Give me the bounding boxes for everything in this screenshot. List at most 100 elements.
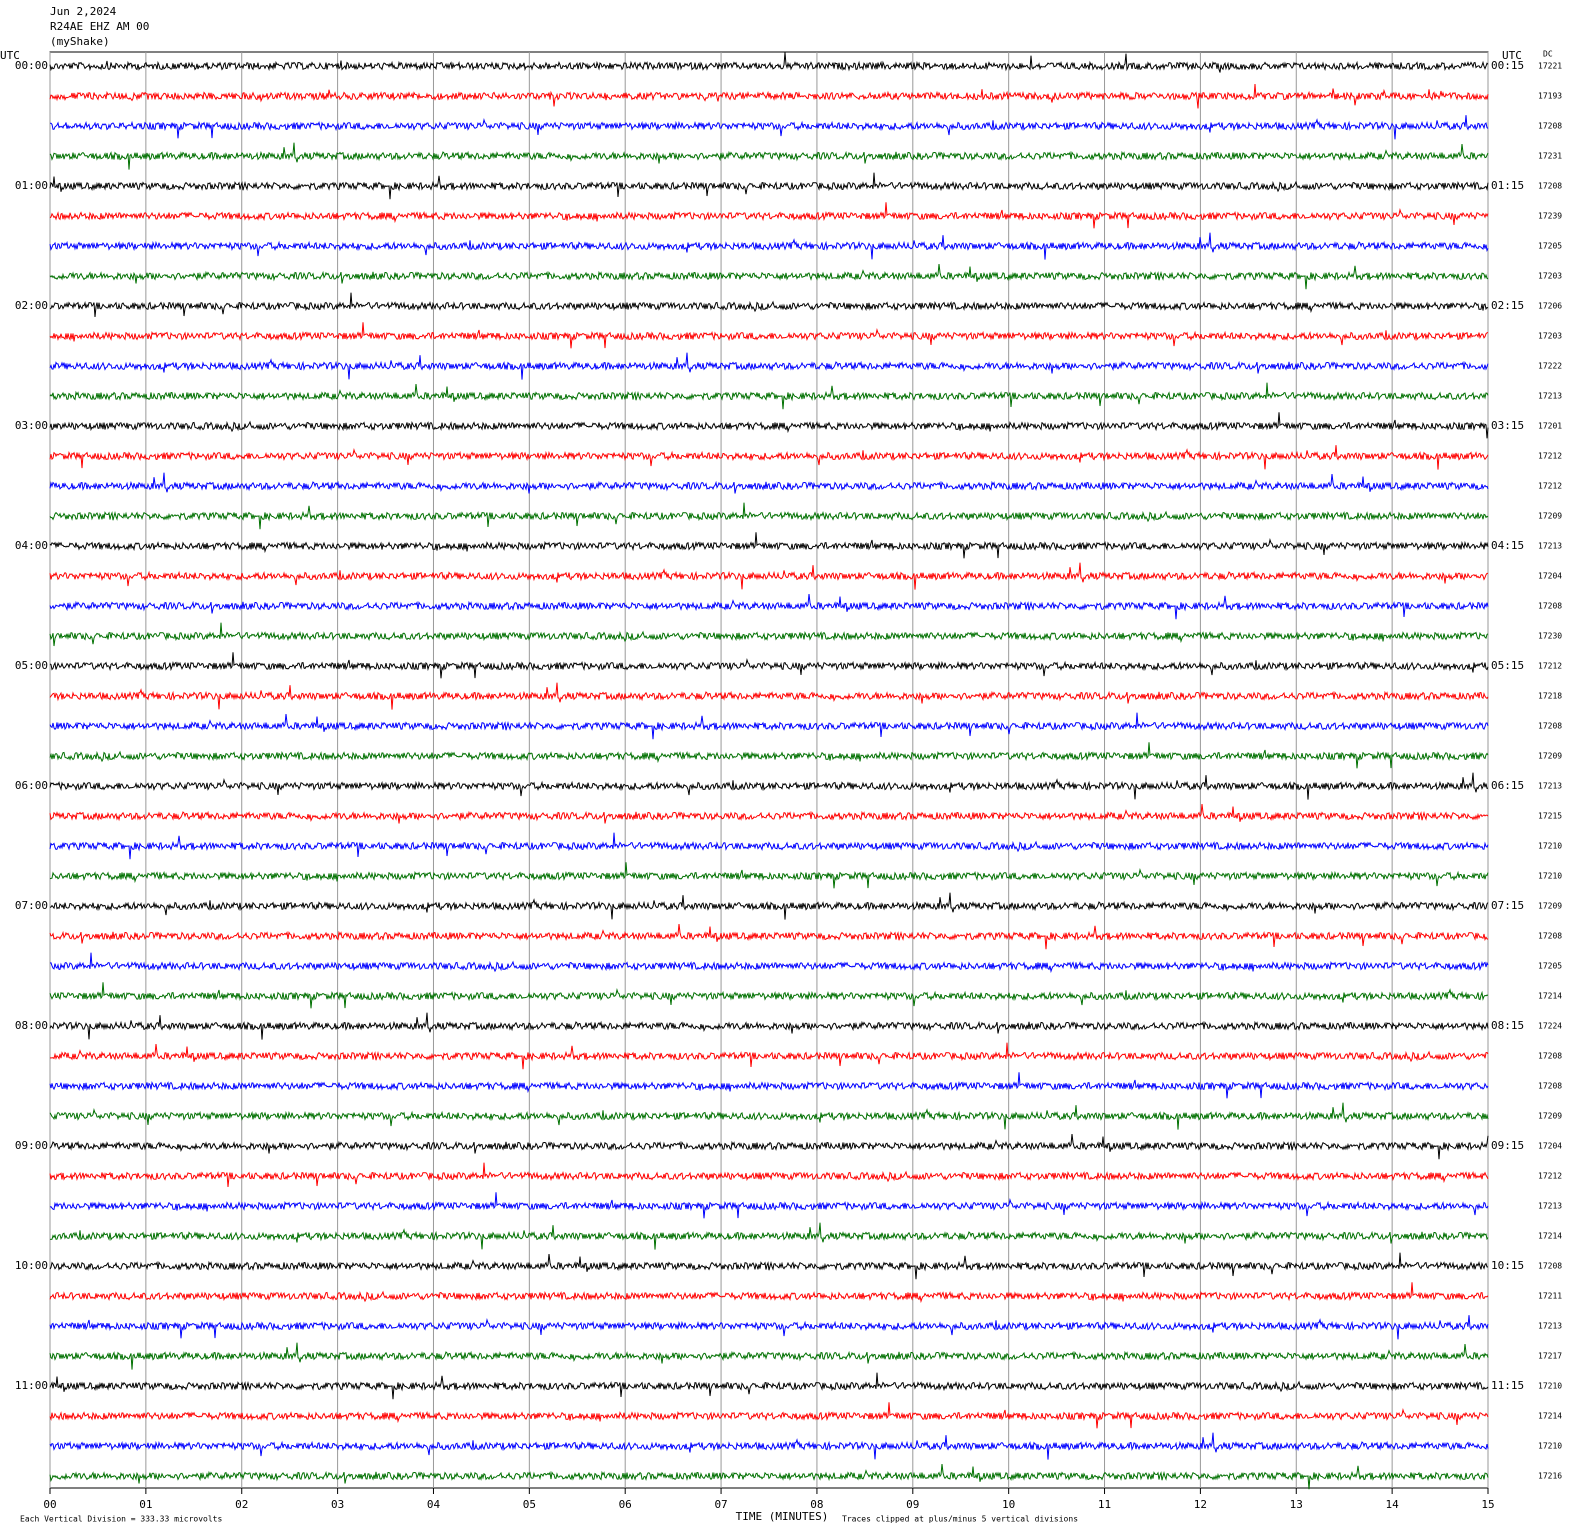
trace	[49, 1102, 1489, 1130]
dc-value: 17208	[1538, 1262, 1562, 1271]
trace	[49, 982, 1489, 1009]
title-line: R24AE EHZ AM 00	[50, 20, 149, 33]
trace	[49, 382, 1489, 410]
left-axis-label: UTC	[0, 49, 20, 62]
right-time-label: 10:15	[1491, 1259, 1524, 1272]
dc-value: 17212	[1538, 482, 1562, 491]
trace	[49, 772, 1489, 800]
title-line: (myShake)	[50, 35, 110, 48]
left-time-label: 11:00	[15, 1379, 48, 1392]
trace	[49, 712, 1489, 740]
trace	[49, 83, 1489, 109]
trace	[49, 1012, 1489, 1040]
left-time-label: 04:00	[15, 539, 48, 552]
left-time-label: 01:00	[15, 179, 48, 192]
dc-value: 17214	[1538, 1232, 1562, 1241]
trace	[49, 472, 1489, 494]
dc-value: 17224	[1538, 1022, 1562, 1031]
dc-value: 17214	[1538, 992, 1562, 1001]
dc-value: 17205	[1538, 242, 1562, 251]
trace	[49, 172, 1489, 200]
trace	[49, 502, 1489, 530]
trace	[49, 1342, 1489, 1370]
x-tick-label: 15	[1481, 1498, 1494, 1511]
dc-value: 17209	[1538, 752, 1562, 761]
dc-value: 17208	[1538, 182, 1562, 191]
left-time-label: 09:00	[15, 1139, 48, 1152]
right-time-label: 08:15	[1491, 1019, 1524, 1032]
trace	[49, 1072, 1489, 1099]
dc-value: 17213	[1538, 1202, 1562, 1211]
trace	[49, 892, 1489, 920]
dc-label: DC	[1543, 50, 1553, 59]
dc-value: 17208	[1538, 932, 1562, 941]
x-tick-label: 13	[1290, 1498, 1303, 1511]
x-tick-label: 02	[235, 1498, 248, 1511]
x-tick-label: 09	[906, 1498, 919, 1511]
right-time-label: 06:15	[1491, 779, 1524, 792]
right-time-label: 02:15	[1491, 299, 1524, 312]
trace	[49, 832, 1489, 860]
dc-value: 17208	[1538, 602, 1562, 611]
right-time-label: 00:15	[1491, 59, 1524, 72]
dc-value: 17210	[1538, 1442, 1562, 1451]
dc-value: 17201	[1538, 422, 1562, 431]
trace	[49, 1222, 1489, 1250]
trace	[49, 652, 1489, 679]
dc-value: 17214	[1538, 1412, 1562, 1421]
dc-value: 17205	[1538, 962, 1562, 971]
left-time-label: 06:00	[15, 779, 48, 792]
dc-value: 17213	[1538, 782, 1562, 791]
dc-value: 17209	[1538, 902, 1562, 911]
dc-value: 17210	[1538, 872, 1562, 881]
dc-value: 17209	[1538, 512, 1562, 521]
trace	[49, 1134, 1489, 1160]
x-tick-label: 07	[714, 1498, 727, 1511]
dc-value: 17193	[1538, 92, 1562, 101]
trace	[49, 352, 1489, 380]
trace	[49, 412, 1489, 439]
trace	[49, 682, 1489, 710]
right-axis-label: UTC	[1502, 49, 1522, 62]
trace	[49, 532, 1489, 559]
right-time-label: 07:15	[1491, 899, 1524, 912]
dc-value: 17204	[1538, 1142, 1562, 1151]
left-time-label: 10:00	[15, 1259, 48, 1272]
trace	[49, 1432, 1489, 1460]
dc-value: 17211	[1538, 1292, 1562, 1301]
trace	[49, 594, 1489, 620]
trace	[49, 1042, 1489, 1070]
trace	[49, 804, 1489, 824]
trace	[49, 142, 1489, 170]
trace	[49, 202, 1489, 229]
trace	[49, 924, 1489, 950]
right-time-label: 03:15	[1491, 419, 1524, 432]
trace	[49, 862, 1489, 889]
x-tick-label: 00	[43, 1498, 56, 1511]
dc-value: 17215	[1538, 812, 1562, 821]
right-time-label: 04:15	[1491, 539, 1524, 552]
x-tick-label: 04	[427, 1498, 441, 1511]
x-tick-label: 08	[810, 1498, 823, 1511]
trace	[49, 622, 1489, 647]
trace	[49, 52, 1489, 73]
dc-value: 17208	[1538, 1052, 1562, 1061]
left-time-label: 00:00	[15, 59, 48, 72]
dc-value: 17213	[1538, 392, 1562, 401]
dc-value: 17203	[1538, 332, 1562, 341]
trace	[49, 322, 1489, 349]
dc-value: 17209	[1538, 1112, 1562, 1121]
x-axis-label: TIME (MINUTES)	[736, 1510, 829, 1523]
dc-value: 17213	[1538, 1322, 1562, 1331]
dc-value: 17222	[1538, 362, 1562, 371]
right-time-label: 11:15	[1491, 1379, 1524, 1392]
right-time-label: 05:15	[1491, 659, 1524, 672]
x-tick-label: 14	[1386, 1498, 1400, 1511]
dc-value: 17221	[1538, 62, 1562, 71]
x-tick-label: 11	[1098, 1498, 1111, 1511]
left-time-label: 03:00	[15, 419, 48, 432]
dc-value: 17230	[1538, 632, 1562, 641]
dc-value: 17218	[1538, 692, 1562, 701]
footnote: Each Vertical Division = 333.33 microvol…	[20, 1515, 222, 1524]
trace	[49, 232, 1489, 260]
